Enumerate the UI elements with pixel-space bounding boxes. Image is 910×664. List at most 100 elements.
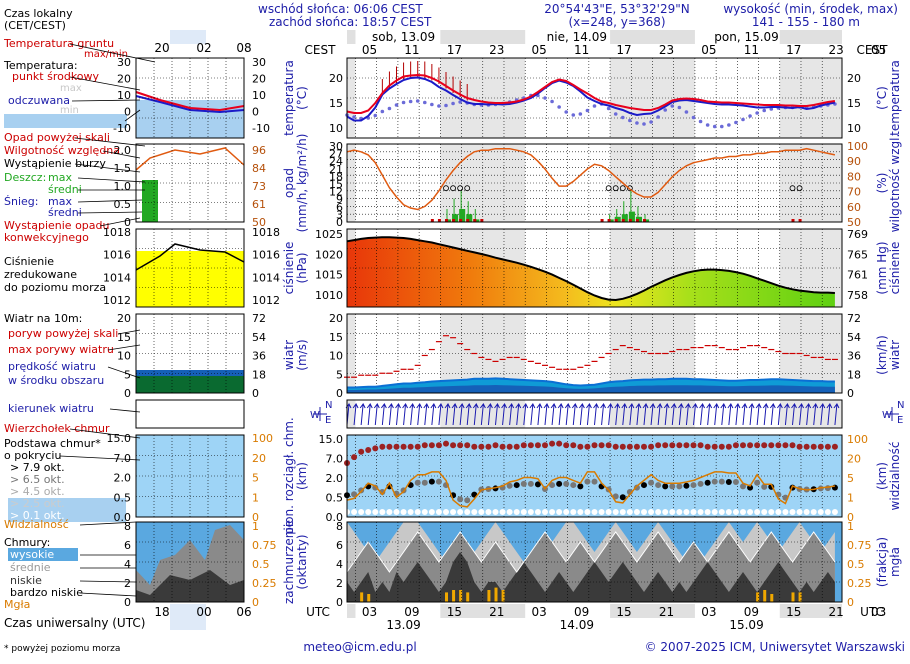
hour-bottom-label: 03 <box>362 605 377 619</box>
humidity-tick-right: 80 <box>847 170 861 183</box>
cloud-low-dot <box>591 509 598 515</box>
night-band <box>347 144 356 222</box>
wind-arrow <box>494 403 500 426</box>
dew-point <box>748 114 752 118</box>
dew-point <box>635 121 639 125</box>
night-band <box>347 58 356 138</box>
cloud-base-dot <box>690 482 697 489</box>
legend-leader <box>107 366 141 379</box>
cloud-low-dot <box>584 509 591 515</box>
wind-arrow <box>614 403 621 426</box>
cloud-tick-left: 0.5 <box>326 492 344 505</box>
cloud-top-dot <box>683 442 690 449</box>
legend-direction: kierunek wiatru <box>8 402 94 415</box>
cover-frame <box>346 521 843 603</box>
cloud-low-dot <box>435 509 442 515</box>
legend-cover-title: Chmury: <box>4 536 50 549</box>
cloud-top-dot <box>464 442 471 449</box>
mini-pressure-tick: 1016 <box>103 249 131 262</box>
mini-pressure-tick: 1014 <box>103 271 131 284</box>
cloud-base-dot <box>633 484 640 491</box>
pressure-axis-right: (mm Hg)ciśnienie <box>875 241 902 294</box>
wind-arrow <box>501 403 508 426</box>
rain-mean-bar <box>452 214 459 222</box>
mini-fog-tick: 1 <box>252 520 259 533</box>
dew-point <box>606 106 611 111</box>
fog-bar <box>494 587 498 602</box>
dew-point <box>408 99 413 104</box>
legend-visibility: Widzialność <box>4 518 69 531</box>
wind-arrow <box>776 403 783 426</box>
legend-dew-bg <box>4 114 127 128</box>
legend-hour-bottom: 06 <box>236 605 251 619</box>
wind-arrow <box>628 403 635 426</box>
rain-mean-bar <box>459 209 466 222</box>
wind-arrow <box>727 403 734 426</box>
hour-top-label: 17 <box>786 43 801 57</box>
precip-tick-left: 18 <box>329 170 343 183</box>
rain-mean-bar <box>621 214 628 222</box>
temp-mid-line <box>346 73 836 114</box>
convective-marker <box>607 219 611 222</box>
dew-point <box>684 110 689 114</box>
dew-point <box>755 111 759 115</box>
wind-arrow <box>402 403 409 426</box>
rain-mean-bar <box>445 219 452 222</box>
coords-text: 20°54'43"E, 53°32'29"N <box>544 2 689 16</box>
timezone-bottom-right: UTC <box>860 605 884 619</box>
humidity-tick-right: 70 <box>847 186 861 199</box>
text-line: widzialność <box>888 442 902 511</box>
hour-bottom-label: 21 <box>659 605 674 619</box>
wind-arrow <box>621 403 628 426</box>
dew-point <box>741 117 745 122</box>
storm-marker <box>612 185 619 192</box>
cloud-top-dot <box>407 443 414 450</box>
cloud-top-dot <box>435 442 442 449</box>
wind-arrow <box>663 403 670 426</box>
text-line: (oktanty) <box>295 534 309 589</box>
rain-mean-bar <box>473 219 480 222</box>
wind-arrow <box>380 403 387 426</box>
legend-leader <box>74 163 141 173</box>
mini-cover-tick: 8 <box>124 520 131 533</box>
fog-bar <box>756 592 760 602</box>
dew-point <box>734 120 738 125</box>
wind-arrow <box>388 403 394 426</box>
cloud-low-dot <box>740 509 746 515</box>
mini-pressure-tick: 1018 <box>103 226 131 239</box>
night-band-bottom <box>347 604 356 618</box>
cover-tick-left: 8 <box>336 520 343 533</box>
legend-cloud-top: Wierzchołek chmur <box>4 422 110 435</box>
mini-cloud-tick: 0.0 <box>114 511 132 524</box>
cloud-top-dot <box>648 443 655 450</box>
text-line: (frakcja) <box>875 537 889 587</box>
temp-grid <box>347 58 842 138</box>
wind-arrow <box>713 403 720 426</box>
wind-arrow <box>444 403 451 426</box>
cloud-top-dot <box>414 443 421 450</box>
timezone-bottom: UTC <box>306 605 330 619</box>
cloud-base-dot <box>570 482 577 489</box>
mini-wind-tick-right: 18 <box>252 368 266 381</box>
dew-point <box>719 124 724 129</box>
storm-marker <box>457 185 464 192</box>
cloud-low-dot <box>372 509 379 515</box>
dew-point <box>557 105 561 109</box>
cloud-top-dot <box>831 443 838 450</box>
date-bottom-label: 14.09 <box>560 618 594 632</box>
wind-axis-right: (km/h)wiatr <box>875 335 902 375</box>
fog-bar <box>367 594 371 602</box>
mini-humidity-tick: 61 <box>252 198 266 211</box>
text-line: (CET/CEST) <box>4 19 66 32</box>
cloud-top-dot <box>400 443 407 450</box>
mini-temp-line <box>135 91 245 112</box>
cloud-low-dot <box>669 509 676 515</box>
mini-fog-tick: 0 <box>252 596 259 609</box>
mini-vis-tick: 20 <box>252 452 266 465</box>
text-line: wiatr <box>888 340 902 370</box>
cloud-base-dot <box>697 480 704 487</box>
cloud-base-dot <box>711 478 718 485</box>
fog-bar <box>459 590 463 602</box>
convective-marker <box>480 219 484 222</box>
cloud-low-dot <box>824 509 831 515</box>
